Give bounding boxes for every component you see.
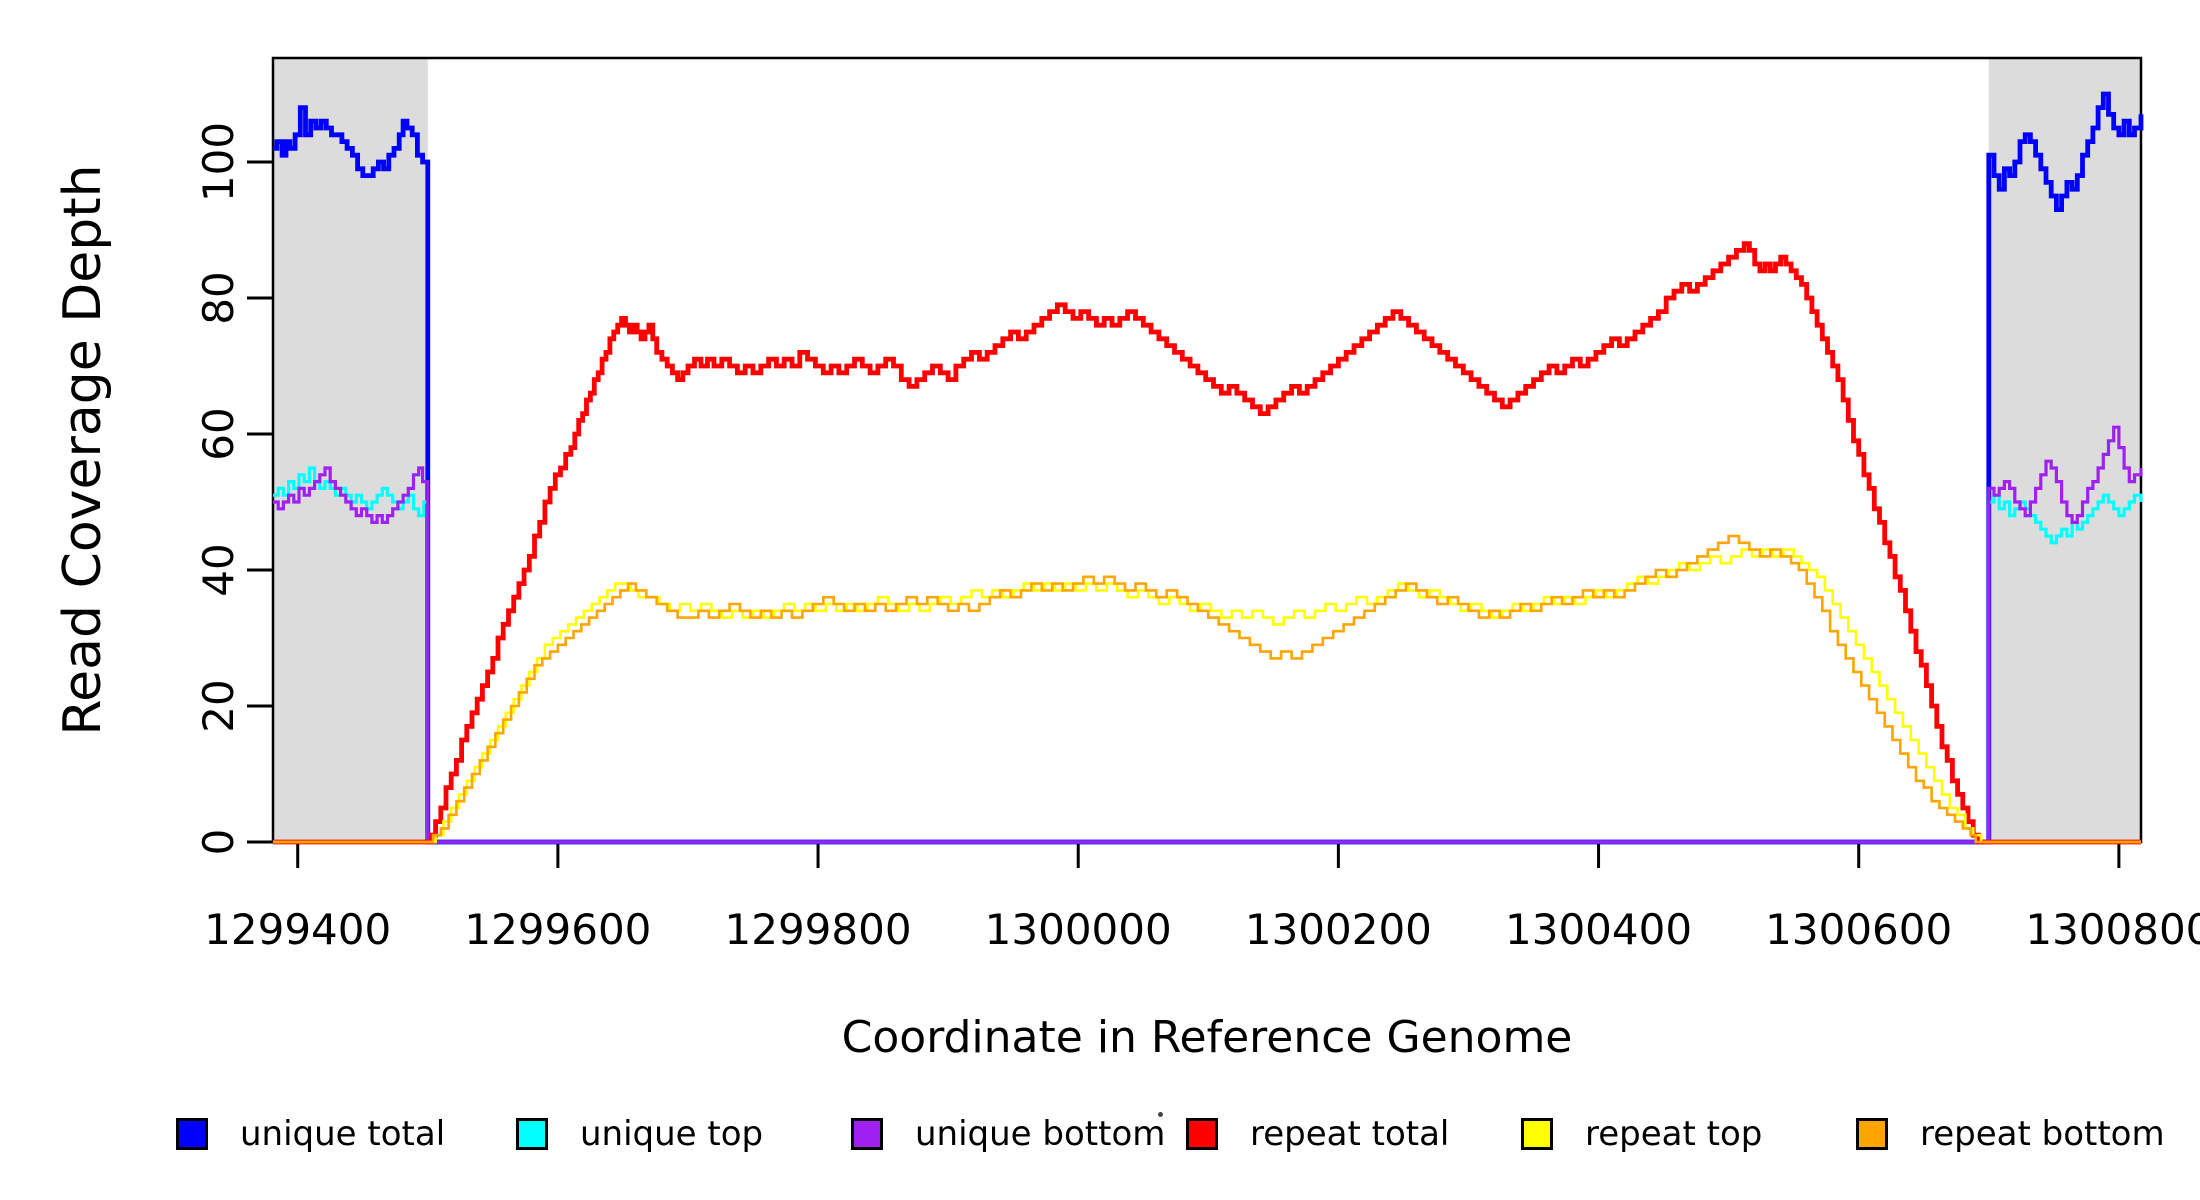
legend-swatch-repeat-total xyxy=(1186,1118,1218,1150)
legend-item-repeat-bottom: repeat bottom xyxy=(1856,1106,2165,1162)
x-tick-label: 1300200 xyxy=(1245,905,1432,954)
x-tick-label: 1299800 xyxy=(725,905,912,954)
y-tick-label: 20 xyxy=(194,679,243,732)
x-tick-label: 1300600 xyxy=(1765,905,1952,954)
legend-swatch-unique-total xyxy=(176,1118,208,1150)
legend-item-unique-total: unique total xyxy=(176,1106,445,1162)
series-line-repeat-bottom xyxy=(273,534,2141,844)
legend-label: repeat total xyxy=(1250,1114,1450,1154)
x-axis-title: Coordinate in Reference Genome xyxy=(842,1012,1573,1063)
legend-swatch-repeat-top xyxy=(1521,1118,1553,1150)
x-tick-label: 1300400 xyxy=(1505,905,1692,954)
series-line-unique-total xyxy=(273,91,2144,845)
y-tick-label: 80 xyxy=(194,271,243,324)
x-tick-label: 1300800 xyxy=(2025,905,2200,954)
series-line-repeat-top xyxy=(273,548,2141,844)
legend-item-repeat-total: repeat total xyxy=(1186,1106,1449,1162)
legend-label: unique total xyxy=(240,1114,446,1154)
series-lines xyxy=(273,91,2144,845)
y-tick-label: 60 xyxy=(194,407,243,460)
legend-swatch-repeat-bottom xyxy=(1856,1118,1888,1150)
legend-swatch-unique-bottom xyxy=(851,1118,883,1150)
series-line-repeat-total xyxy=(273,241,2141,845)
stray-mark xyxy=(1158,1112,1163,1117)
legend-item-unique-bottom: unique bottom xyxy=(851,1106,1165,1162)
legend-item-repeat-top: repeat top xyxy=(1521,1106,1762,1162)
axes: 1299400 1299600 1299800 1300000 1300200 13004… xyxy=(194,56,2200,954)
legend-swatch-unique-top xyxy=(516,1118,548,1150)
legend-label: unique top xyxy=(580,1114,764,1154)
series-line-unique-top xyxy=(273,466,2143,844)
y-tick-label: 100 xyxy=(194,122,243,202)
legend-label: repeat top xyxy=(1585,1114,1763,1154)
x-tick-label: 1299600 xyxy=(464,905,651,954)
y-tick-label: 0 xyxy=(194,829,243,856)
legend-label: unique bottom xyxy=(915,1114,1166,1154)
x-tick-label: 1300000 xyxy=(985,905,1172,954)
y-tick-label: 40 xyxy=(194,543,243,596)
shaded-region xyxy=(273,58,428,842)
x-tick-label: 1299400 xyxy=(204,905,391,954)
legend-label: repeat bottom xyxy=(1920,1114,2165,1154)
y-axis-title: Read Coverage Depth xyxy=(53,164,113,735)
legend-item-unique-top: unique top xyxy=(516,1106,763,1162)
